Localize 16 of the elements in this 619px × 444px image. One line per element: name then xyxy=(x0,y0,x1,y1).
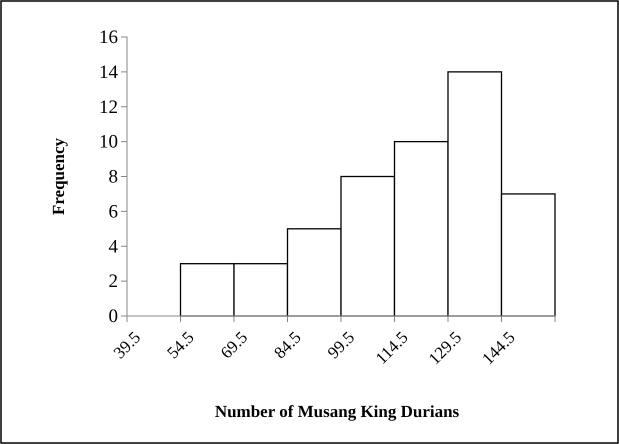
x-axis-title: Number of Musang King Durians xyxy=(214,402,460,421)
y-tick-label: 16 xyxy=(99,27,118,48)
y-tick-label: 12 xyxy=(99,96,118,118)
y-tick-label: 2 xyxy=(108,271,118,292)
x-tick-label: 69.5 xyxy=(216,328,252,362)
x-tick-label: 39.5 xyxy=(110,328,144,362)
x-tick-label: 54.5 xyxy=(163,328,198,362)
y-tick-label: 4 xyxy=(108,236,118,258)
y-tick-label: 14 xyxy=(99,62,118,83)
y-tick-label: 6 xyxy=(108,201,118,222)
y-tick-label: 8 xyxy=(108,166,118,188)
y-tick-label: 10 xyxy=(99,132,118,153)
y-tick-label: 0 xyxy=(108,306,118,328)
x-tick-label: 84.5 xyxy=(270,328,305,362)
x-tick-label: 99.5 xyxy=(324,328,358,362)
y-axis-title: Frequency xyxy=(49,137,68,216)
